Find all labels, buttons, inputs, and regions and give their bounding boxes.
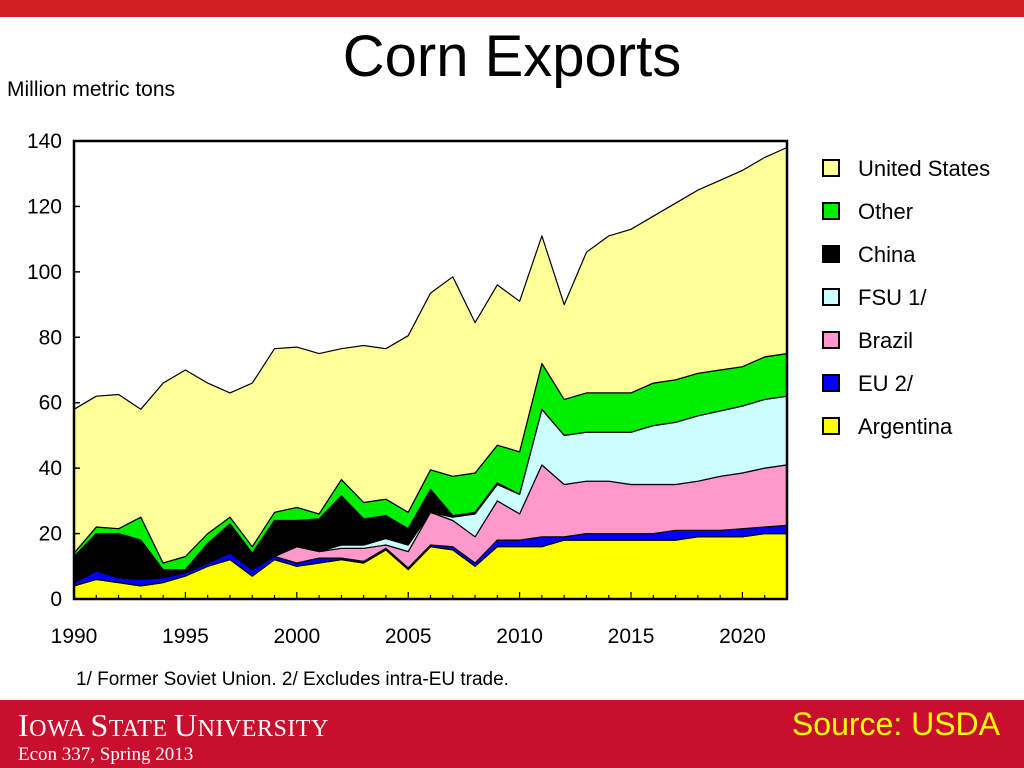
legend-label-argentina: Argentina <box>858 414 953 439</box>
top-band <box>0 0 1024 17</box>
x-tick-label: 1990 <box>51 625 98 648</box>
legend-label-eu-2: EU 2/ <box>858 371 914 396</box>
wordmark-i: I <box>18 707 30 743</box>
y-tick-label: 0 <box>50 588 62 611</box>
x-tick-label: 2010 <box>496 625 543 648</box>
y-tick-label: 80 <box>39 326 62 349</box>
legend-swatch-argentina <box>822 417 840 435</box>
course-label: Econ 337, Spring 2013 <box>18 744 194 765</box>
legend-swatch-brazil <box>822 331 840 349</box>
legend-swatch-united-states <box>822 159 840 177</box>
wordmark-s: S <box>90 707 109 743</box>
legend-label-fsu-1: FSU 1/ <box>858 285 927 310</box>
x-tick-label: 1995 <box>162 625 209 648</box>
corn-exports-chart: Million metric tons 0 20 40 60 80 100 120 140 1… <box>7 78 990 690</box>
stacked-areas <box>73 146 788 600</box>
y-tick-label: 140 <box>27 130 62 153</box>
y-tick-label: 40 <box>39 457 62 480</box>
legend-label-other: Other <box>858 199 913 224</box>
x-tick-label: 2005 <box>385 625 432 648</box>
y-tick-label: 100 <box>27 261 62 284</box>
footer-bar: IOWA STATE UNIVERSITY Econ 337, Spring 2… <box>0 700 1024 768</box>
y-axis-ticks: 0 20 40 60 80 100 120 140 <box>27 130 80 611</box>
legend-label-china: China <box>858 242 916 267</box>
legend-swatch-fsu-1 <box>822 288 840 306</box>
x-tick-label: 2000 <box>273 625 320 648</box>
legend: United States Other China FSU 1/Brazil EU 2/… <box>822 156 990 439</box>
wordmark-tate: TATE <box>108 716 175 742</box>
legend-swatch-china <box>822 245 840 263</box>
wordmark-owa: OWA <box>29 716 91 742</box>
legend-label-brazil: Brazil <box>858 328 913 353</box>
y-tick-label: 120 <box>27 195 62 218</box>
x-tick-label: 2020 <box>719 625 766 648</box>
wordmark-niversity: NIVERSITY <box>197 716 329 742</box>
x-tick-label: 2015 <box>608 625 655 648</box>
y-axis-unit-label: Million metric tons <box>7 78 175 101</box>
legend-label-united-states: United States <box>858 156 990 181</box>
slide-title: Corn Exports <box>342 24 682 89</box>
wordmark-u: U <box>174 707 198 743</box>
footnote: 1/ Former Soviet Union. 2/ Excludes intr… <box>76 669 509 690</box>
university-wordmark: IOWA STATE UNIVERSITY <box>18 708 329 746</box>
y-tick-label: 20 <box>39 523 62 546</box>
legend-swatch-eu-2 <box>822 374 840 392</box>
legend-swatch-other <box>822 202 840 220</box>
source-label: Source: USDA <box>791 706 1000 742</box>
y-tick-label: 60 <box>39 392 62 415</box>
x-axis-ticks: 1990 1995 2000 2005 2010 2015 2020 <box>51 592 788 648</box>
